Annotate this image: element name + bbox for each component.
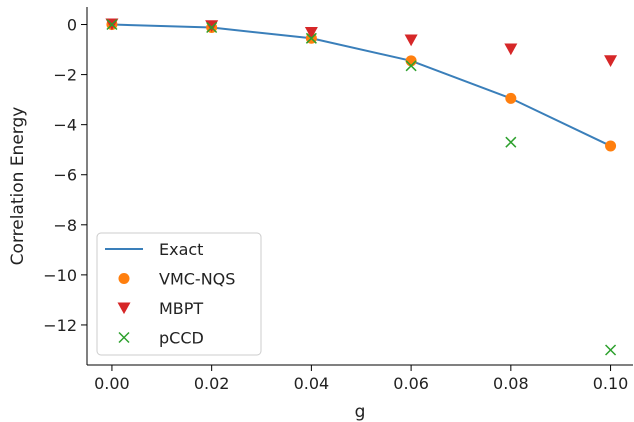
- y-tick-label: −6: [53, 166, 77, 185]
- data-point-pccd: [405, 60, 417, 72]
- data-point-vmc-nqs: [505, 92, 517, 104]
- data-point-vmc-nqs: [405, 55, 417, 67]
- x-tick-label: 0.08: [493, 374, 529, 393]
- data-point-pccd: [106, 18, 118, 31]
- data-point-pccd-stroke: [605, 344, 617, 356]
- legend-swatch-pccd-stroke: [118, 331, 130, 344]
- data-point-pccd: [605, 344, 617, 356]
- data-point-vmc-nqs: [605, 140, 617, 152]
- x-axis-label: g: [355, 402, 366, 422]
- y-axis-label: Correlation Energy: [8, 107, 28, 266]
- x-tick-label: 0.02: [194, 374, 230, 393]
- y-tick-label: −10: [43, 266, 77, 285]
- legend-label-exact: Exact: [159, 240, 203, 259]
- legend-swatch-pccd: [118, 331, 130, 344]
- legend-label-vmc-nqs: VMC-NQS: [159, 270, 235, 289]
- data-point-mbpt: [404, 34, 418, 47]
- x-tick-label: 0.10: [593, 374, 629, 393]
- series-line-exact: [111, 23, 611, 147]
- data-point-mbpt: [304, 27, 318, 39]
- data-point-mbpt: [604, 55, 618, 68]
- legend-swatch-vmc-nqs: [118, 273, 130, 284]
- x-tick-label: 0.06: [393, 374, 429, 393]
- data-point-mbpt: [205, 20, 219, 32]
- legend-box: [96, 232, 262, 356]
- x-tick-label: 0.00: [94, 374, 130, 393]
- data-point-pccd-stroke: [405, 60, 417, 72]
- y-tick-label: −8: [53, 216, 77, 235]
- data-point-pccd-stroke: [106, 18, 118, 31]
- y-tick-label: −4: [53, 116, 77, 135]
- y-tick-label: −2: [53, 66, 77, 85]
- data-point-pccd-stroke: [206, 21, 218, 34]
- data-point-pccd: [505, 136, 517, 148]
- plot-area: [105, 18, 618, 356]
- x-tick-label: 0.04: [294, 374, 330, 393]
- data-point-pccd: [206, 21, 218, 34]
- legend-swatch-mbpt: [117, 302, 131, 315]
- data-point-mbpt: [504, 43, 518, 56]
- data-point-pccd-stroke: [505, 136, 517, 148]
- legend: Exact VMC-NQS MBPT pCCD: [96, 232, 262, 356]
- data-point-pccd-stroke: [305, 32, 317, 44]
- legend-label-pccd: pCCD: [159, 329, 204, 348]
- data-point-pccd: [305, 32, 317, 44]
- axes: 0.00 0.02 0.04 0.06 0.08 0.10 0 −2 −4 −6 −8 −10 −12: [43, 7, 633, 393]
- y-tick-label: 0: [67, 16, 77, 35]
- y-tick-label: −12: [43, 316, 77, 335]
- legend-label-mbpt: MBPT: [159, 299, 203, 318]
